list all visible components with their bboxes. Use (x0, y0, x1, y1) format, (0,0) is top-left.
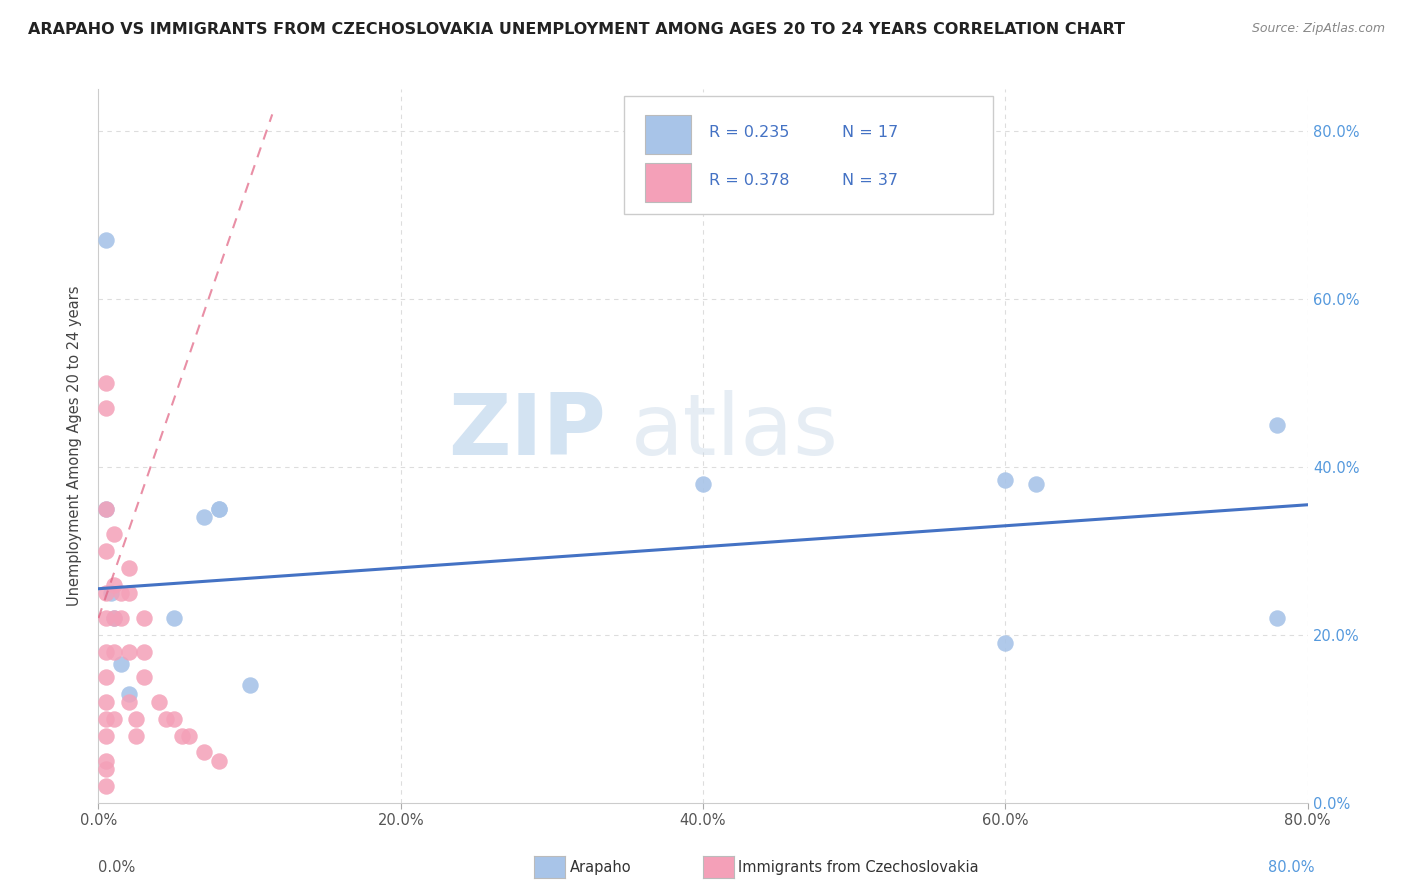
Point (94, 762, 117, 776)
Text: N = 37: N = 37 (842, 173, 898, 188)
Text: ARAPAHO VS IMMIGRANTS FROM CZECHOSLOVAKIA UNEMPLOYMENT AMONG AGES 20 TO 24 YEARS: ARAPAHO VS IMMIGRANTS FROM CZECHOSLOVAKI… (28, 22, 1125, 37)
Text: R = 0.378: R = 0.378 (709, 173, 790, 188)
Point (103, 712, 125, 726)
Point (100, 586, 122, 600)
Point (94, 586, 117, 600)
Point (179, 729, 201, 743)
Point (94, 645, 117, 659)
Point (155, 712, 177, 726)
Point (193, 510, 215, 524)
Y-axis label: Unemployment Among Ages 20 to 24 years: Unemployment Among Ages 20 to 24 years (67, 285, 83, 607)
Point (148, 695, 170, 709)
Point (110, 657, 132, 672)
Point (94, 729, 117, 743)
Point (132, 645, 155, 659)
Point (208, 502, 231, 516)
Point (208, 754, 231, 768)
Point (94, 779, 117, 793)
Point (125, 729, 148, 743)
Point (103, 645, 125, 659)
Point (994, 636, 1017, 650)
FancyBboxPatch shape (624, 96, 993, 214)
Point (94, 401, 117, 416)
Point (103, 527, 125, 541)
Point (94, 670, 117, 684)
Point (1267, 417, 1289, 432)
Point (94, 695, 117, 709)
Point (110, 586, 132, 600)
Point (163, 611, 186, 625)
Point (118, 695, 141, 709)
Point (1024, 476, 1046, 491)
Point (163, 712, 186, 726)
Point (94, 754, 117, 768)
Point (118, 645, 141, 659)
Point (193, 746, 215, 760)
Point (208, 502, 231, 516)
Point (170, 729, 193, 743)
Point (103, 611, 125, 625)
Point (94, 376, 117, 390)
Text: atlas: atlas (630, 390, 838, 474)
Text: R = 0.235: R = 0.235 (709, 125, 789, 140)
Point (94, 502, 117, 516)
Point (125, 712, 148, 726)
Text: ZIP: ZIP (449, 390, 606, 474)
Point (118, 560, 141, 574)
Point (132, 670, 155, 684)
Text: N = 17: N = 17 (842, 125, 898, 140)
Text: Source: ZipAtlas.com: Source: ZipAtlas.com (1251, 22, 1385, 36)
Point (103, 611, 125, 625)
Point (239, 678, 262, 692)
Point (132, 611, 155, 625)
Point (1267, 611, 1289, 625)
Point (692, 476, 714, 491)
Point (118, 687, 141, 701)
Point (94, 544, 117, 558)
Point (994, 473, 1017, 487)
Bar (645, 115, 690, 154)
Text: Immigrants from Czechoslovakia: Immigrants from Czechoslovakia (738, 860, 979, 874)
Text: Arapaho: Arapaho (569, 860, 631, 874)
Text: 0.0%: 0.0% (98, 860, 135, 874)
Text: 80.0%: 80.0% (1268, 860, 1315, 874)
Point (94, 712, 117, 726)
Point (110, 611, 132, 625)
Bar (645, 162, 690, 202)
Point (94, 233, 117, 247)
Point (103, 577, 125, 591)
Point (94, 502, 117, 516)
Point (118, 586, 141, 600)
Point (94, 611, 117, 625)
